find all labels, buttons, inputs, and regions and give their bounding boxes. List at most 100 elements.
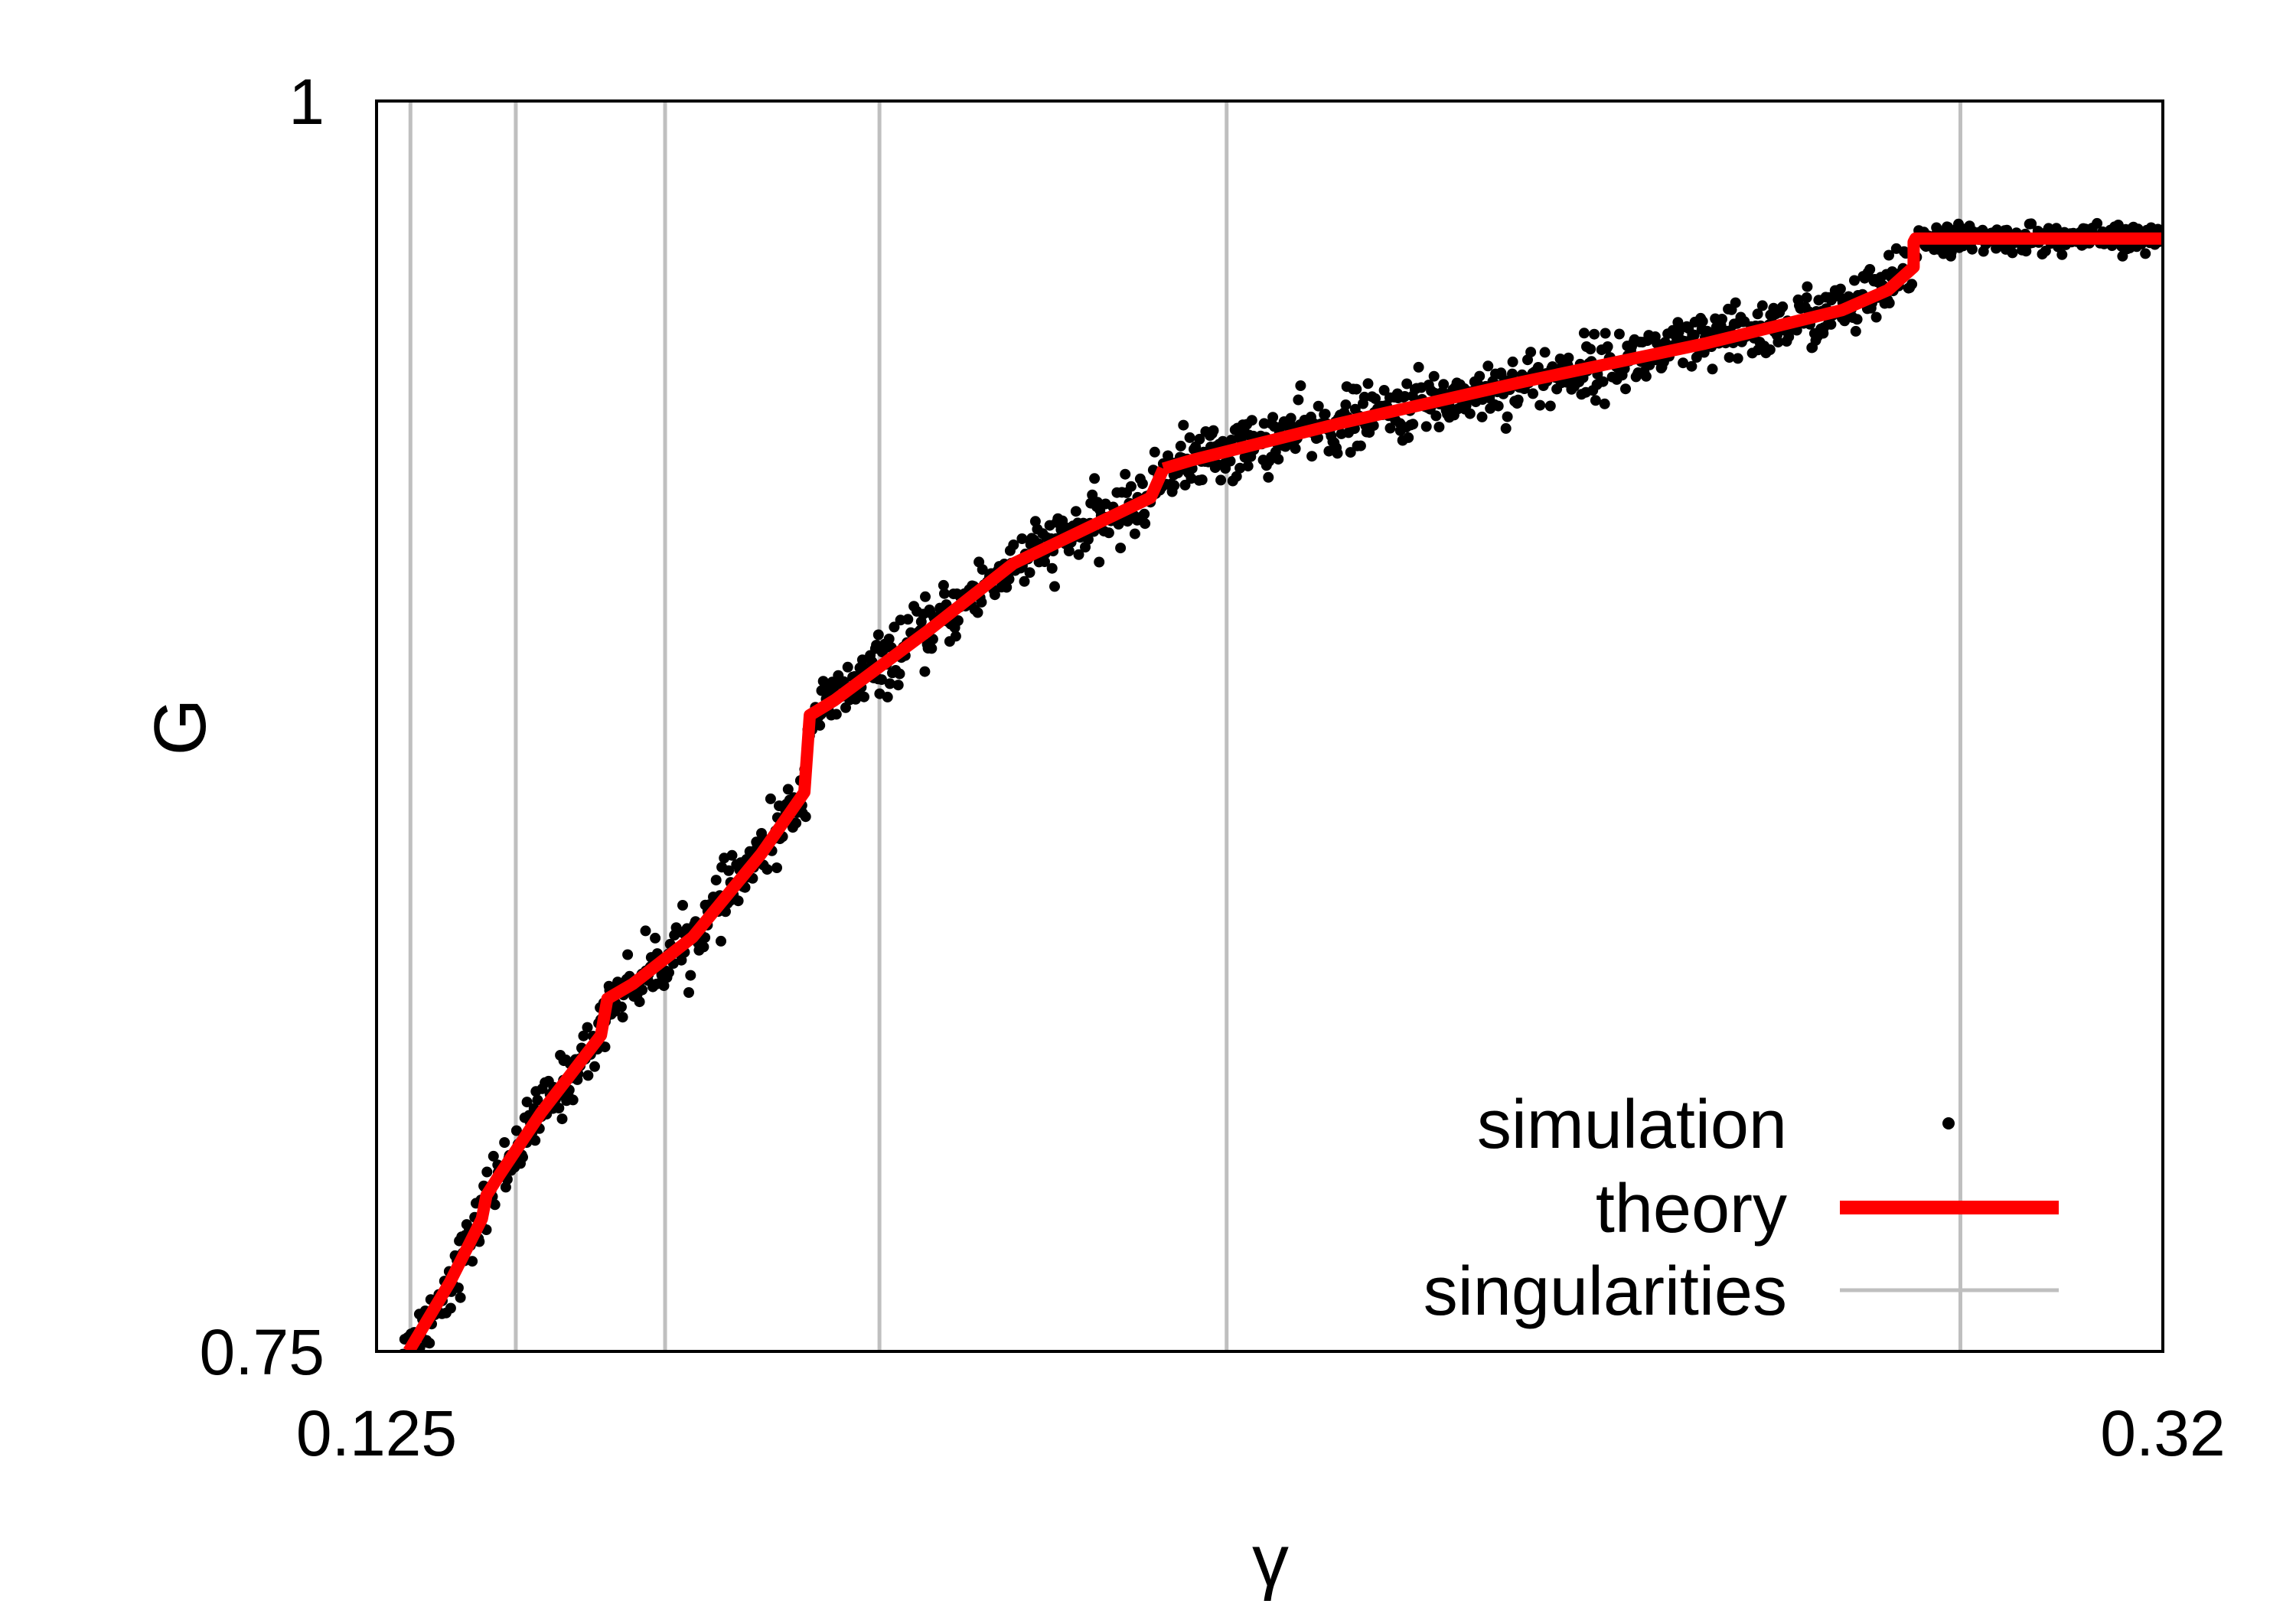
simulation-point [1413, 361, 1424, 373]
simulation-point [582, 1070, 594, 1081]
simulation-point [521, 1097, 533, 1108]
simulation-point [723, 865, 735, 876]
simulation-point [1563, 352, 1574, 363]
simulation-point [650, 932, 661, 944]
simulation-point [1295, 380, 1306, 391]
simulation-point [1539, 347, 1551, 358]
simulation-point [1870, 311, 1882, 323]
simulation-point [1851, 314, 1863, 325]
simulation-point [599, 1041, 611, 1053]
simulation-point [1430, 410, 1442, 422]
simulation-point [510, 1125, 522, 1136]
simulation-point [1225, 455, 1236, 467]
simulation-point [1194, 433, 1205, 445]
simulation-point [1528, 388, 1538, 399]
simulation-point [1500, 422, 1512, 434]
simulation-point [1438, 379, 1450, 390]
simulation-point [1370, 393, 1381, 404]
simulation-point [894, 668, 905, 680]
simulation-point [859, 691, 869, 702]
simulation-point [2007, 247, 2018, 259]
simulation-point [1139, 508, 1150, 520]
simulation-point [634, 996, 645, 1008]
theory-line-segment-0 [403, 466, 1169, 1351]
simulation-point [977, 564, 988, 575]
simulation-point [1532, 362, 1544, 373]
simulation-point [445, 1302, 456, 1314]
simulation-point [1345, 447, 1356, 458]
simulation-point [1777, 301, 1789, 312]
x-axis-label: γ [1252, 1520, 1289, 1602]
simulation-point [1864, 264, 1876, 275]
simulation-point [556, 1113, 568, 1125]
simulation-point [1140, 518, 1151, 530]
simulation-point [698, 941, 709, 953]
simulation-point [1120, 468, 1131, 480]
simulation-point [1351, 383, 1362, 395]
simulation-point [1290, 443, 1301, 455]
y-axis-ticks: 10.75 [200, 66, 325, 1388]
simulation-point [1378, 385, 1390, 396]
simulation-point [1384, 422, 1396, 434]
simulation-point [1773, 337, 1784, 348]
simulation-point [616, 1001, 627, 1012]
simulation-point [1019, 575, 1030, 587]
simulation-point [677, 900, 688, 911]
simulation-point [1362, 378, 1374, 390]
simulation-point [532, 1094, 543, 1106]
legend: simulation theory singularities [1424, 1087, 2059, 1330]
simulation-point [2140, 248, 2151, 259]
simulation-point [1707, 363, 1718, 375]
simulation-point [1849, 275, 1860, 286]
simulation-point [902, 614, 914, 625]
simulation-point [488, 1150, 499, 1162]
simulation-point [1883, 298, 1895, 308]
simulation-point [1686, 360, 1698, 372]
simulation-point [1428, 370, 1440, 382]
simulation-point [1730, 297, 1741, 308]
simulation-point [1149, 446, 1160, 458]
simulation-point [1640, 370, 1652, 382]
simulation-point [1208, 425, 1219, 436]
simulation-point [972, 607, 983, 618]
x-axis-ticks: 0.125 0.32 [296, 1397, 2226, 1469]
simulation-point [1368, 420, 1379, 432]
simulation-point [976, 596, 987, 608]
x-tick-label-1: 0.32 [2100, 1397, 2226, 1469]
simulation-point [884, 678, 895, 689]
simulation-point [814, 719, 826, 731]
y-tick-label-1: 0.75 [200, 1316, 325, 1388]
simulation-point [1602, 341, 1613, 352]
simulation-point [732, 895, 744, 907]
simulation-point [452, 1283, 464, 1293]
simulation-point [952, 615, 964, 626]
simulation-point [2040, 245, 2051, 256]
simulation-point [1137, 478, 1148, 490]
simulation-point [889, 621, 900, 633]
simulation-point [1534, 399, 1546, 411]
simulation-point [578, 1030, 589, 1041]
simulation-point [1016, 533, 1028, 544]
simulation-point [1070, 506, 1081, 517]
simulation-point [1234, 462, 1246, 474]
simulation-point [1839, 315, 1851, 327]
simulation-point [876, 674, 887, 686]
simulation-point [1407, 419, 1419, 430]
simulation-point [1678, 357, 1689, 369]
simulation-point [782, 784, 794, 795]
simulation-point [1600, 328, 1611, 339]
simulation-point [1688, 329, 1700, 341]
simulation-point [1046, 562, 1058, 574]
simulation-point [716, 935, 726, 947]
simulation-point [589, 1061, 600, 1072]
legend-label-theory: theory [1596, 1171, 1787, 1247]
simulation-point [1620, 383, 1631, 395]
simulation-point [1332, 448, 1343, 459]
simulation-point [1482, 360, 1494, 372]
simulation-point [1103, 527, 1114, 539]
simulation-point [424, 1338, 435, 1349]
simulation-point [1039, 556, 1050, 568]
simulation-point [1089, 473, 1101, 484]
simulation-point [530, 1135, 541, 1146]
